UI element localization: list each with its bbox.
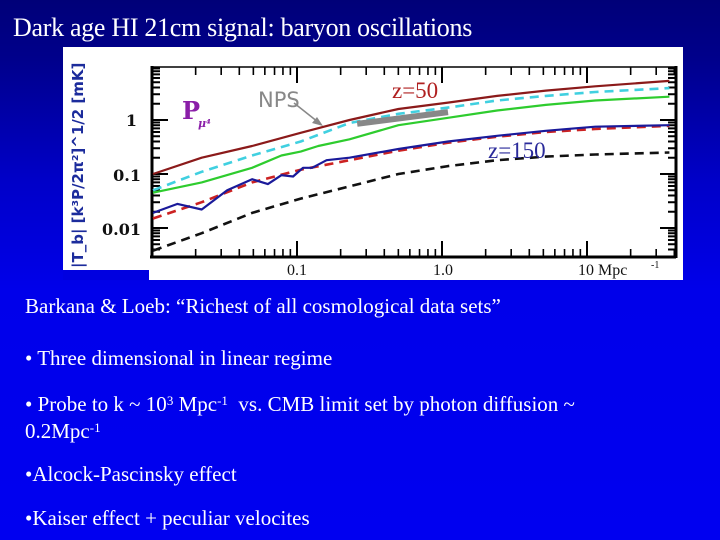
bullet-kaiser-effect: •Kaiser effect + peculiar velocites xyxy=(25,506,310,530)
figure-background xyxy=(63,47,683,276)
panel-label: P μ⁴ xyxy=(182,96,211,130)
series-line-5 xyxy=(152,151,670,252)
svg-text:μ⁴: μ⁴ xyxy=(198,117,211,130)
slide-title: Dark age HI 21cm signal: baryon oscillat… xyxy=(13,13,473,42)
power-spectrum-figure: |T_b| [k³P/2π²]^1/2 [mK] NPS P μ⁴ z=50 z… xyxy=(63,47,683,280)
z150-label: z=150 xyxy=(488,138,546,163)
x-tick-labels: 0.1 1.0 10 Mpc -1 xyxy=(287,260,659,279)
ylabel-strip-gap xyxy=(63,270,149,280)
z50-label: z=50 xyxy=(392,78,438,103)
series-line-2 xyxy=(152,95,670,194)
citation-text: Barkana & Loeb: “Richest of all cosmolog… xyxy=(25,294,501,318)
bullet-probe-k-line2: 0.2Mpc-1 xyxy=(25,419,101,443)
nps-label: NPS xyxy=(258,88,300,112)
series-line-0 xyxy=(152,79,670,176)
svg-text:0.1: 0.1 xyxy=(287,262,307,279)
svg-text:P: P xyxy=(182,96,200,125)
svg-text:1.0: 1.0 xyxy=(433,262,453,279)
nps-annotation: NPS xyxy=(258,88,449,127)
bullet-marker: • xyxy=(25,506,33,530)
series-line-4 xyxy=(152,124,670,214)
svg-text:|T_b| [k³P/2π²]^1/2 [mK]: |T_b| [k³P/2π²]^1/2 [mK] xyxy=(69,63,88,268)
bullet-marker: • xyxy=(25,462,33,486)
svg-text:1: 1 xyxy=(126,111,137,130)
bullet-probe-k: • Probe to k ~ 103 Mpc-1 vs. CMB limit s… xyxy=(25,392,575,416)
y-tick-labels: 1 0.1 0.01 xyxy=(102,111,141,239)
bullet-marker: • xyxy=(25,346,38,370)
y-axis-label: |T_b| [k³P/2π²]^1/2 [mK] xyxy=(69,63,88,268)
series-line-3 xyxy=(152,124,670,220)
bullet-three-dimensional: • Three dimensional in linear regime xyxy=(25,346,333,370)
svg-text:-1: -1 xyxy=(651,260,659,271)
svg-text:0.01: 0.01 xyxy=(102,220,141,239)
bullet-marker: • xyxy=(25,392,38,416)
chart-svg: |T_b| [k³P/2π²]^1/2 [mK] NPS P μ⁴ z=50 z… xyxy=(63,47,683,280)
series-line-1 xyxy=(152,86,670,192)
figure-bottom-strip xyxy=(63,276,683,280)
svg-text:10 Mpc: 10 Mpc xyxy=(578,262,627,279)
axis-ticks xyxy=(152,67,676,257)
chart-series xyxy=(152,79,670,252)
bullet-alcock-paczynski: •Alcock-Pascinsky effect xyxy=(25,462,237,486)
svg-text:0.1: 0.1 xyxy=(113,166,141,185)
